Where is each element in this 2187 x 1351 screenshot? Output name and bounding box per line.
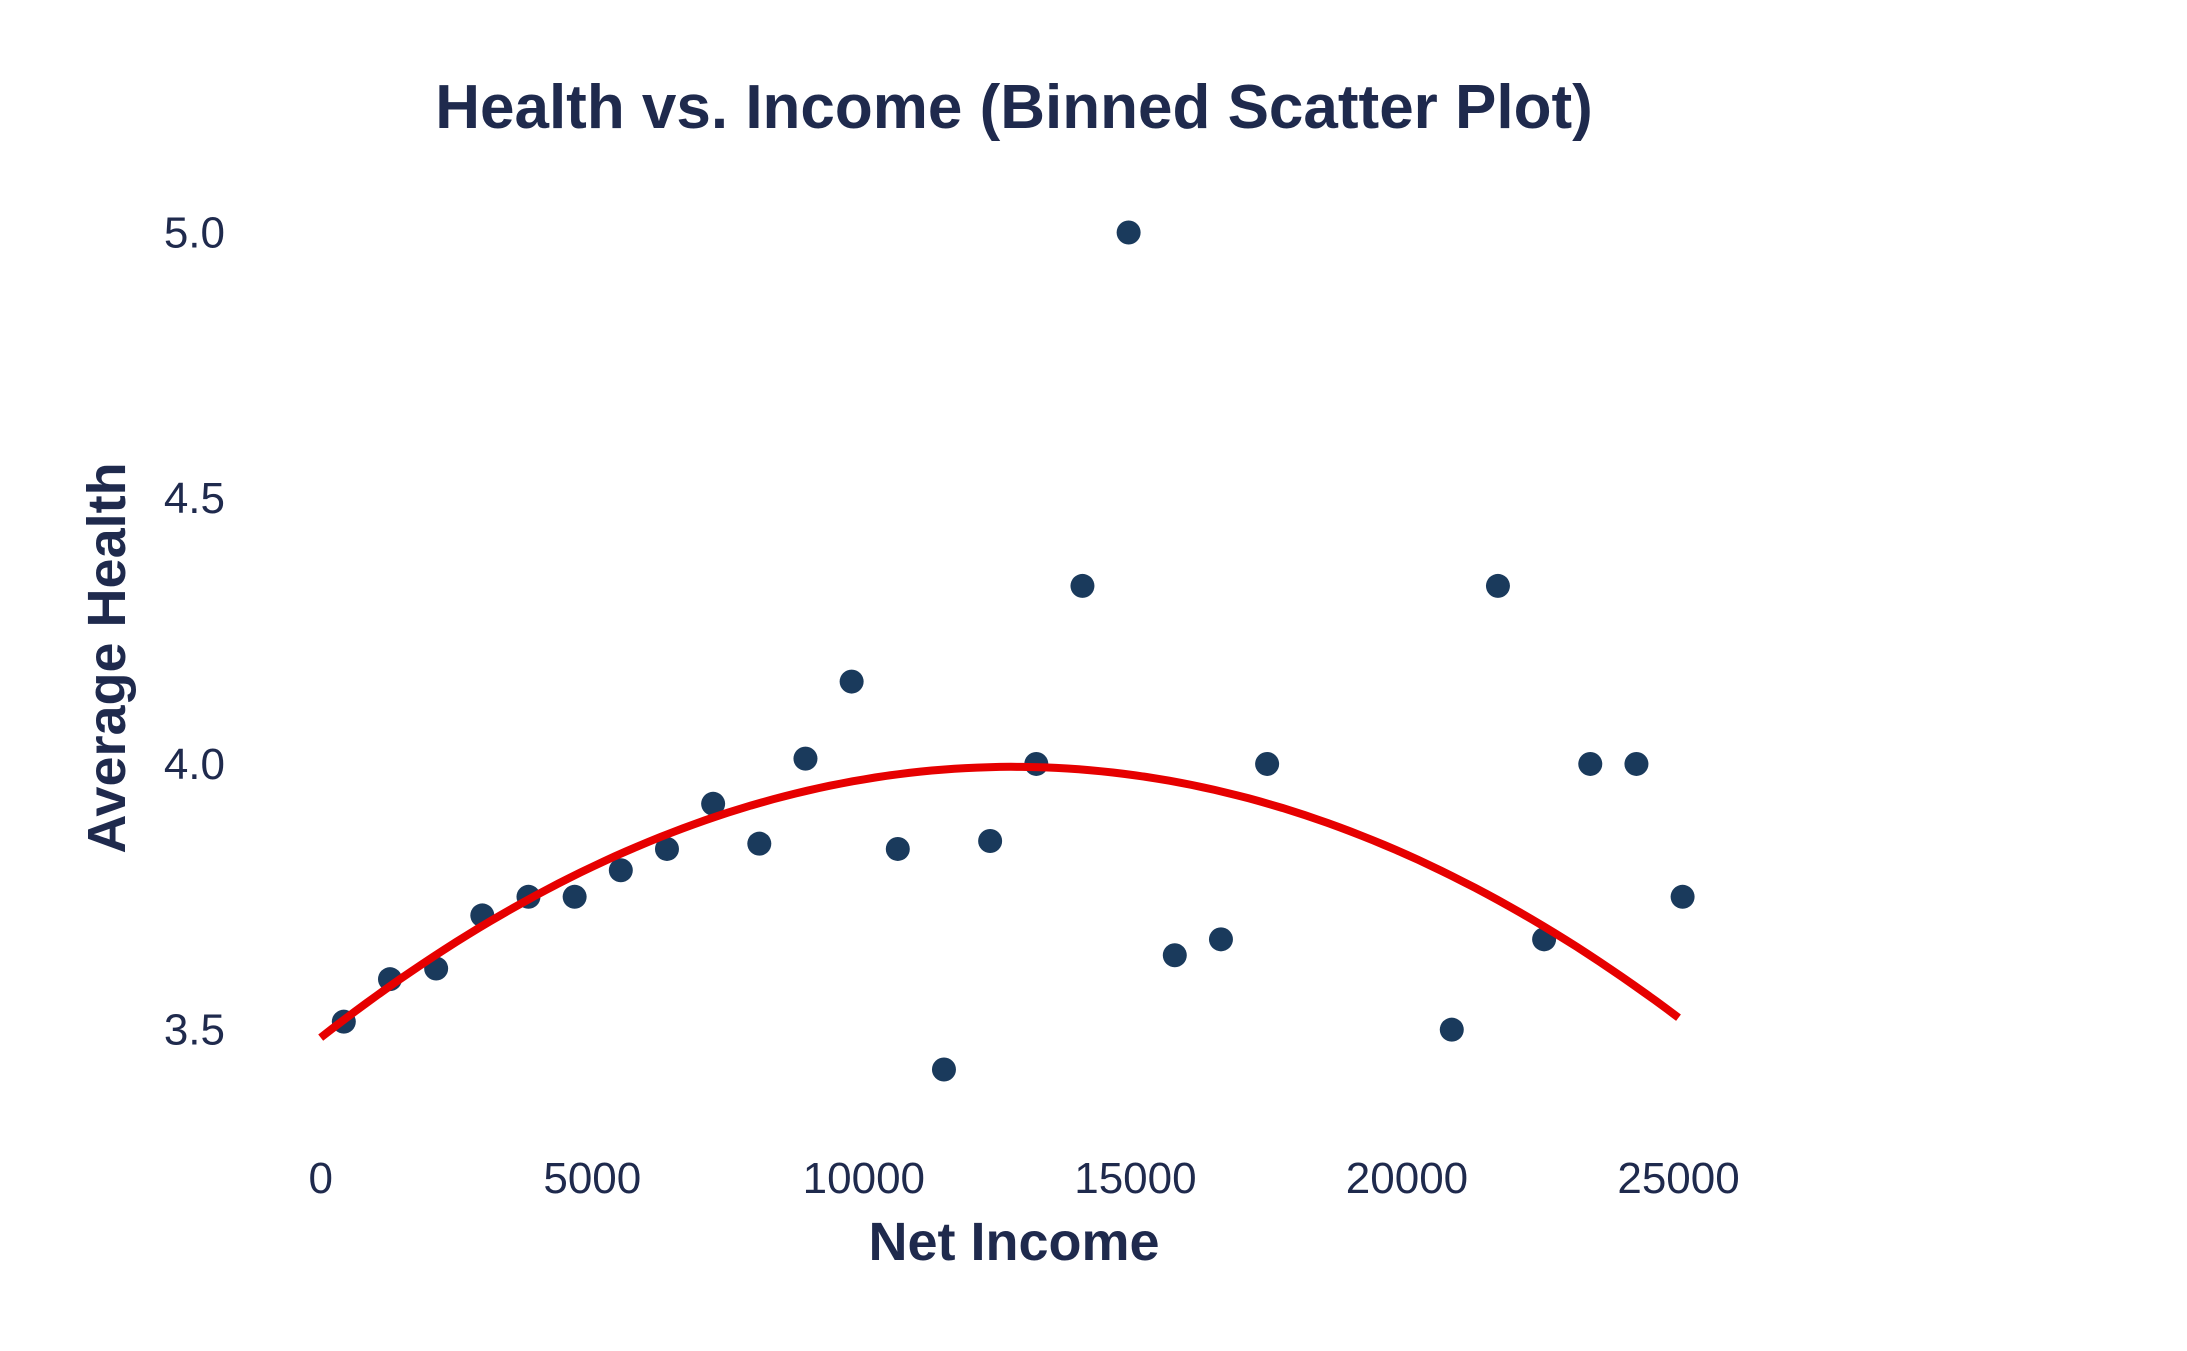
data-point <box>1439 1017 1464 1042</box>
x-tick-label: 15000 <box>1074 1154 1196 1203</box>
data-point <box>1485 573 1510 598</box>
data-point <box>701 791 726 816</box>
x-tick-label: 20000 <box>1346 1154 1468 1203</box>
data-point <box>1070 573 1095 598</box>
y-tick-label: 5.0 <box>164 209 225 258</box>
data-point <box>747 831 772 856</box>
data-point <box>1116 220 1141 245</box>
data-point <box>1208 927 1233 952</box>
data-point <box>1255 751 1280 776</box>
x-tick-label: 0 <box>308 1154 332 1203</box>
data-point <box>978 829 1003 853</box>
data-point <box>931 1057 956 1082</box>
x-tick-label: 25000 <box>1617 1154 1739 1203</box>
x-axis-label: Net Income <box>868 1212 1159 1272</box>
y-tick-label: 4.0 <box>164 740 225 789</box>
data-point <box>839 669 864 694</box>
x-tick-label: 5000 <box>543 1154 641 1203</box>
y-axis-ticks: 3.5 4.0 4.5 5.0 <box>164 209 225 1055</box>
data-point <box>562 884 587 909</box>
data-point <box>1670 884 1695 909</box>
y-axis-label: Average Health <box>77 462 137 853</box>
fit-line <box>318 762 1681 1041</box>
data-point <box>1624 751 1649 776</box>
x-tick-label: 10000 <box>803 1154 925 1203</box>
data-point <box>654 836 679 861</box>
data-point <box>608 858 633 883</box>
data-point <box>793 746 818 771</box>
chart-title: Health vs. Income (Binned Scatter Plot) <box>435 73 1593 142</box>
data-point <box>1578 751 1603 776</box>
x-axis-ticks: 0 5000 10000 15000 20000 25000 <box>308 1154 1739 1203</box>
y-tick-label: 4.5 <box>164 474 225 523</box>
data-point <box>1162 943 1187 968</box>
scatter-points <box>331 220 1695 1082</box>
data-point <box>885 836 910 861</box>
y-tick-label: 3.5 <box>164 1006 225 1055</box>
